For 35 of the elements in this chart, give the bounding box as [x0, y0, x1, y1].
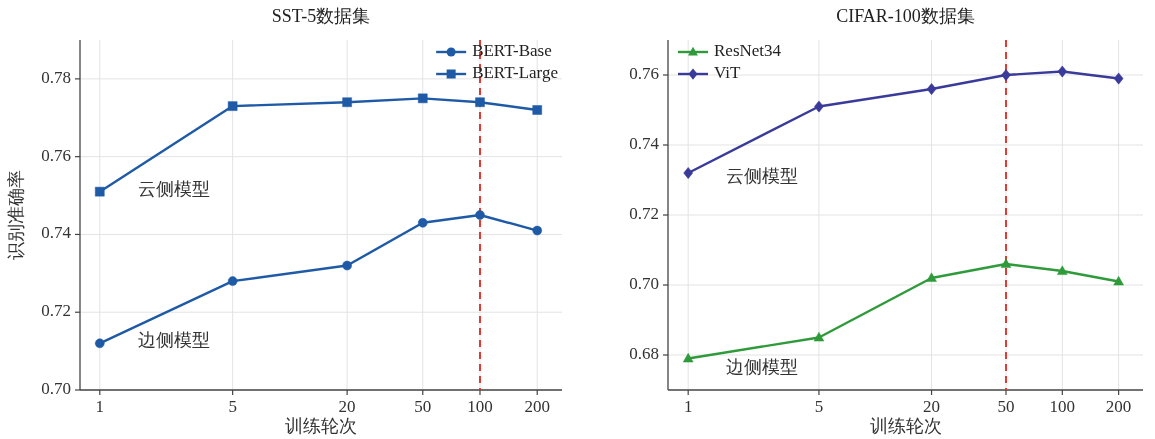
x-tick-label: 100	[1049, 397, 1076, 416]
y-tick-label: 0.70	[41, 378, 71, 398]
legend-label: ViT	[714, 62, 741, 82]
y-tick-label: 0.68	[629, 343, 659, 363]
legend-label: ResNet34	[714, 40, 782, 60]
y-tick-label: 0.78	[41, 67, 71, 87]
x-tick-label: 20	[338, 397, 356, 416]
annotation: 边侧模型	[726, 356, 798, 377]
y-tick-label: 0.72	[629, 203, 659, 223]
x-tick-label: 50	[997, 397, 1015, 416]
x-tick-label: 5	[814, 397, 824, 416]
annotation: 云侧模型	[726, 165, 798, 186]
chart-title: SST-5数据集	[271, 6, 371, 26]
chart-title: CIFAR-100数据集	[836, 6, 975, 26]
x-tick-label: 50	[414, 397, 432, 416]
x-tick-label: 100	[467, 397, 493, 416]
x-axis-title: 训练轮次	[285, 416, 357, 436]
x-tick-label: 5	[228, 397, 237, 416]
x-tick-label: 20	[923, 397, 941, 416]
annotation: 边侧模型	[138, 329, 210, 350]
x-tick-label: 200	[524, 397, 550, 416]
y-tick-label: 0.76	[629, 63, 659, 83]
y-axis-title: 识别准确率	[6, 170, 26, 260]
legend-label: BERT-Large	[472, 62, 558, 82]
x-tick-label: 200	[1105, 397, 1132, 416]
annotation: 云侧模型	[138, 179, 210, 200]
y-tick-label: 0.74	[41, 223, 72, 243]
x-tick-label: 1	[95, 397, 105, 416]
x-axis-title: 训练轮次	[869, 416, 942, 436]
x-tick-label: 1	[683, 397, 693, 416]
y-tick-label: 0.74	[629, 133, 660, 153]
y-tick-label: 0.70	[629, 273, 659, 293]
y-tick-label: 0.72	[41, 301, 71, 321]
y-tick-label: 0.76	[41, 145, 71, 165]
legend-label: BERT-Base	[472, 40, 552, 60]
